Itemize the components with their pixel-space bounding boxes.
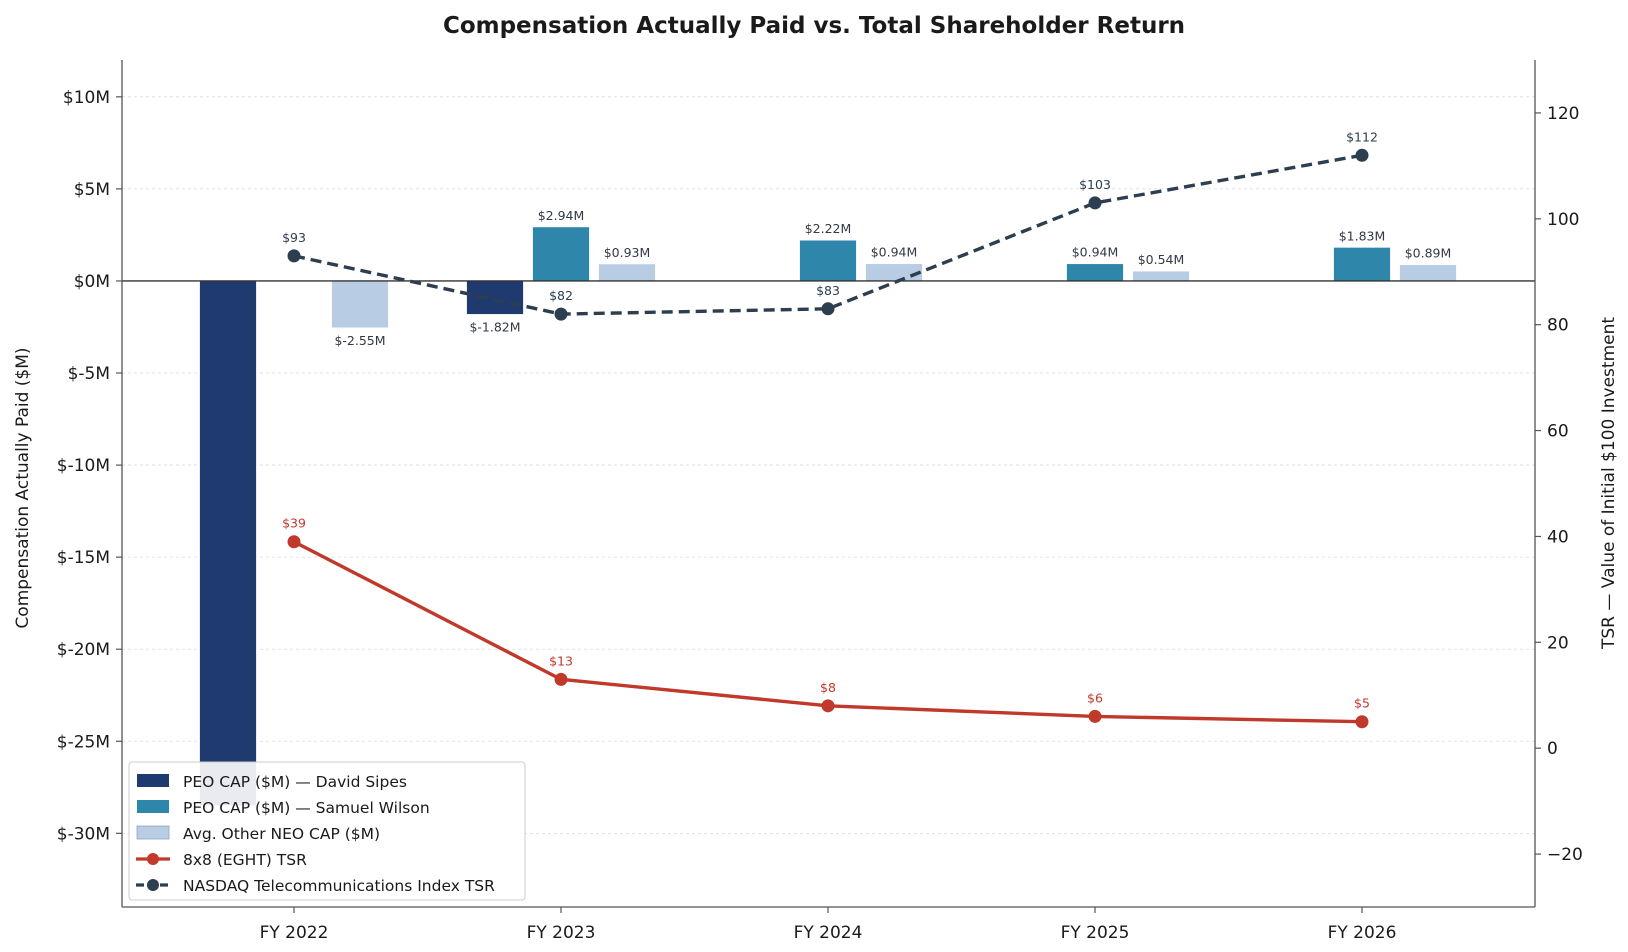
- tsr-data-label: $83: [816, 283, 840, 298]
- tsr-data-label: $93: [282, 230, 306, 245]
- legend-entry: PEO CAP ($M) — David Sipes: [183, 773, 407, 791]
- bar-data-label: $2.94M: [538, 208, 585, 223]
- tsr-data-label: $13: [549, 653, 573, 668]
- tsr-point: [1088, 709, 1102, 723]
- bar-data-label: $0.94M: [871, 245, 918, 260]
- y-tick-label: $-15M: [57, 548, 110, 568]
- bar: [865, 263, 923, 282]
- bar: [199, 280, 257, 807]
- bar-data-label: $0.89M: [1405, 246, 1452, 261]
- bar-data-label: $1.83M: [1339, 228, 1386, 243]
- tsr-lines-group: [287, 148, 1369, 729]
- tsr-data-label: $5: [1354, 696, 1370, 711]
- y-tick-label: $-10M: [57, 456, 110, 476]
- y2-tick-label: 100: [1547, 210, 1579, 230]
- tsr-point: [821, 302, 835, 316]
- chart-title: Compensation Actually Paid vs. Total Sha…: [443, 13, 1185, 39]
- y2-tick-label: 80: [1547, 316, 1569, 336]
- tsr-point: [287, 535, 301, 549]
- tsr-point: [1355, 715, 1369, 729]
- legend-items: PEO CAP ($M) — David Sipes PEO CAP ($M) —…: [136, 773, 495, 895]
- bar: [598, 263, 656, 282]
- bar: [1333, 246, 1391, 282]
- y2-tick-label: 0: [1547, 739, 1558, 759]
- y2-tick-label: 120: [1547, 104, 1579, 124]
- tsr-data-label: $112: [1346, 129, 1378, 144]
- x-tick-label: FY 2024: [794, 923, 863, 943]
- tsr-point: [554, 672, 568, 686]
- bar: [1132, 270, 1190, 282]
- bar: [532, 226, 590, 282]
- y2-tick-label: 40: [1547, 527, 1569, 547]
- tsr-point: [287, 249, 301, 263]
- y-tick-label: $-25M: [57, 732, 110, 752]
- tsr-point: [821, 699, 835, 713]
- legend-swatch: [137, 800, 169, 813]
- legend-marker: [147, 853, 159, 865]
- x-tick-label: FY 2026: [1328, 923, 1397, 943]
- x-tick-label: FY 2025: [1061, 923, 1130, 943]
- tsr-data-label: $82: [549, 288, 573, 303]
- gridlines: [122, 96, 1535, 834]
- bar-data-label: $0.94M: [1072, 245, 1119, 260]
- tsr-data-label: $103: [1079, 177, 1111, 192]
- bar-data-label: $-1.82M: [469, 319, 520, 334]
- bar-data-label: $0.93M: [604, 245, 651, 260]
- tsr-data-label: $39: [282, 516, 306, 531]
- legend-entry: NASDAQ Telecommunications Index TSR: [183, 877, 495, 895]
- y-tick-label: $-5M: [68, 364, 110, 384]
- y-tick-label: $0M: [74, 272, 110, 292]
- y2-tick-label: 60: [1547, 422, 1569, 442]
- tsr-data-label: $8: [820, 680, 836, 695]
- legend-frame: [128, 761, 526, 901]
- legend: PEO CAP ($M) — David Sipes PEO CAP ($M) —…: [128, 761, 526, 901]
- bar: [466, 280, 524, 315]
- legend-entry: Avg. Other NEO CAP ($M): [183, 825, 380, 843]
- legend-entry: 8x8 (EGHT) TSR: [183, 851, 307, 869]
- y-tick-label: $10M: [63, 88, 110, 108]
- bar-data-label: $-2.55M: [334, 333, 385, 348]
- legend-entry: PEO CAP ($M) — Samuel Wilson: [183, 799, 430, 817]
- bar-data-label: $2.22M: [805, 221, 852, 236]
- legend-swatch: [137, 774, 169, 787]
- y-tick-label: $-20M: [57, 640, 110, 660]
- tsr-point: [1088, 196, 1102, 210]
- y-axis-label: Compensation Actually Paid ($M): [13, 347, 33, 628]
- y2-tick-label: −20: [1547, 845, 1583, 865]
- x-tick-label: FY 2023: [527, 923, 596, 943]
- bar: [799, 239, 857, 282]
- legend-marker: [147, 879, 159, 891]
- y2-axis-label: TSR — Value of Initial $100 Investment: [1599, 317, 1619, 650]
- bar: [331, 280, 389, 329]
- y2-tick-label: 20: [1547, 633, 1569, 653]
- bar: [1399, 264, 1457, 282]
- bar-series-group: [199, 226, 1457, 807]
- tsr-data-label: $6: [1087, 690, 1103, 705]
- y-tick-label: $5M: [74, 180, 110, 200]
- x-tick-label: FY 2022: [260, 923, 329, 943]
- tsr-point: [554, 307, 568, 321]
- y-tick-label: $-30M: [57, 824, 110, 844]
- legend-swatch: [136, 825, 170, 840]
- axes-group: $10M $5M $0M $-5M $-10M $-15M $-20M $-25M $-30M 1…: [57, 60, 1583, 943]
- tsr-point: [1355, 148, 1369, 162]
- bar: [1066, 263, 1124, 282]
- data-labels-group: $-1.82M $2.94M $2.22M $0.94M $1.83M $-2.55M $0…: [282, 129, 1451, 710]
- bar-data-label: $0.54M: [1138, 252, 1185, 267]
